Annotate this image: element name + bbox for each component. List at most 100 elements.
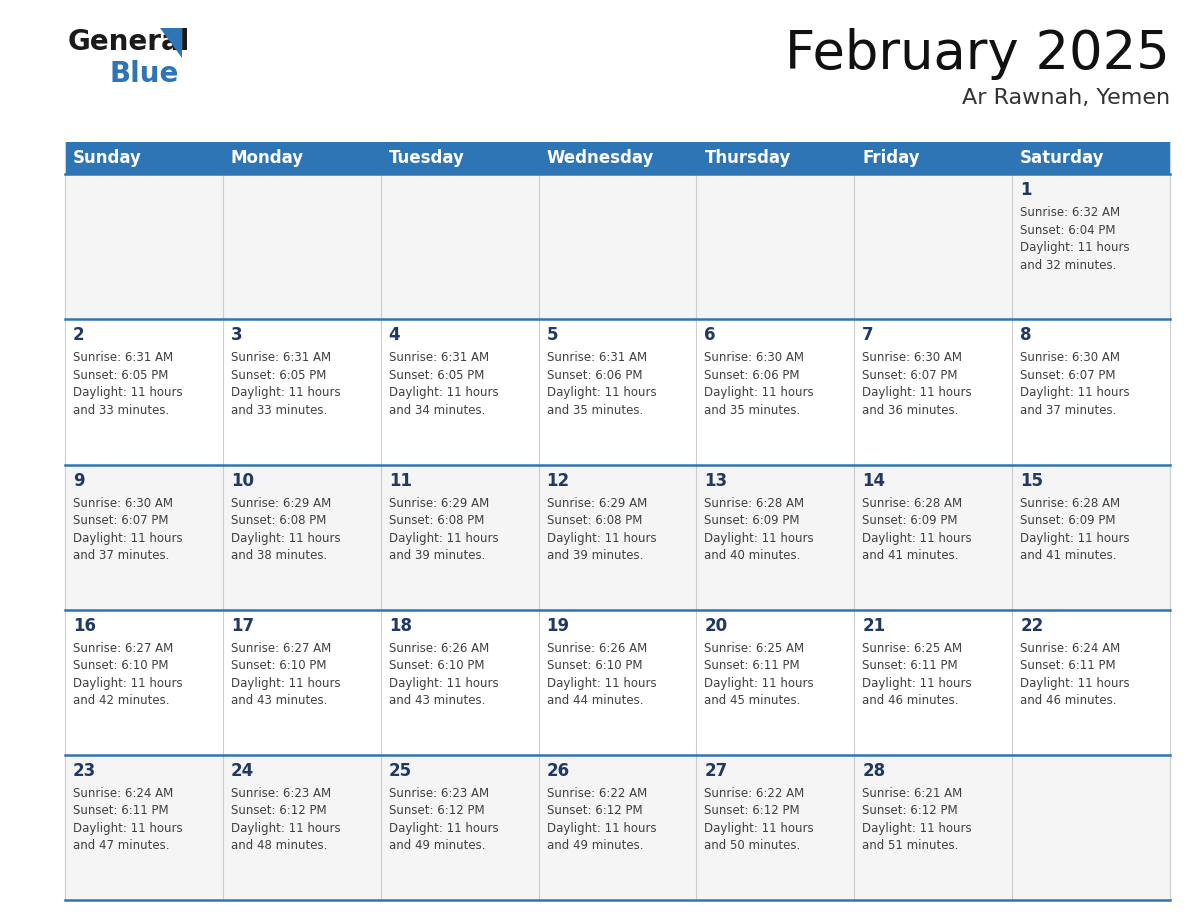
Text: Sunset: 6:10 PM: Sunset: 6:10 PM xyxy=(72,659,169,672)
Text: Sunset: 6:11 PM: Sunset: 6:11 PM xyxy=(1020,659,1116,672)
Text: Daylight: 11 hours: Daylight: 11 hours xyxy=(230,386,341,399)
Text: Sunset: 6:05 PM: Sunset: 6:05 PM xyxy=(388,369,484,382)
Text: Sunrise: 6:24 AM: Sunrise: 6:24 AM xyxy=(1020,642,1120,655)
Text: Sunrise: 6:22 AM: Sunrise: 6:22 AM xyxy=(704,787,804,800)
Text: Daylight: 11 hours: Daylight: 11 hours xyxy=(862,822,972,834)
Text: and 40 minutes.: and 40 minutes. xyxy=(704,549,801,562)
Text: Sunrise: 6:23 AM: Sunrise: 6:23 AM xyxy=(388,787,488,800)
Text: and 32 minutes.: and 32 minutes. xyxy=(1020,259,1117,272)
Text: and 49 minutes.: and 49 minutes. xyxy=(546,839,643,852)
Text: Sunrise: 6:29 AM: Sunrise: 6:29 AM xyxy=(230,497,331,509)
Text: Daylight: 11 hours: Daylight: 11 hours xyxy=(546,386,656,399)
Text: Sunset: 6:10 PM: Sunset: 6:10 PM xyxy=(546,659,642,672)
Text: and 45 minutes.: and 45 minutes. xyxy=(704,694,801,707)
Text: and 37 minutes.: and 37 minutes. xyxy=(1020,404,1117,417)
Text: Sunset: 6:06 PM: Sunset: 6:06 PM xyxy=(704,369,800,382)
Text: 14: 14 xyxy=(862,472,885,489)
Text: and 44 minutes.: and 44 minutes. xyxy=(546,694,643,707)
Text: and 46 minutes.: and 46 minutes. xyxy=(1020,694,1117,707)
Text: Sunrise: 6:28 AM: Sunrise: 6:28 AM xyxy=(862,497,962,509)
Text: 23: 23 xyxy=(72,762,96,780)
Text: and 50 minutes.: and 50 minutes. xyxy=(704,839,801,852)
Text: Sunrise: 6:23 AM: Sunrise: 6:23 AM xyxy=(230,787,331,800)
Text: and 36 minutes.: and 36 minutes. xyxy=(862,404,959,417)
Text: Daylight: 11 hours: Daylight: 11 hours xyxy=(704,386,814,399)
Text: 17: 17 xyxy=(230,617,254,634)
Text: Sunrise: 6:30 AM: Sunrise: 6:30 AM xyxy=(72,497,173,509)
Text: Sunset: 6:04 PM: Sunset: 6:04 PM xyxy=(1020,224,1116,237)
Text: Sunset: 6:07 PM: Sunset: 6:07 PM xyxy=(72,514,169,527)
Text: Sunrise: 6:21 AM: Sunrise: 6:21 AM xyxy=(862,787,962,800)
Text: Sunrise: 6:30 AM: Sunrise: 6:30 AM xyxy=(862,352,962,364)
Text: Daylight: 11 hours: Daylight: 11 hours xyxy=(230,532,341,544)
Text: Daylight: 11 hours: Daylight: 11 hours xyxy=(704,532,814,544)
Text: 6: 6 xyxy=(704,327,716,344)
Text: Daylight: 11 hours: Daylight: 11 hours xyxy=(388,532,498,544)
Text: and 39 minutes.: and 39 minutes. xyxy=(388,549,485,562)
Text: and 35 minutes.: and 35 minutes. xyxy=(546,404,643,417)
Text: Daylight: 11 hours: Daylight: 11 hours xyxy=(862,532,972,544)
Text: Sunset: 6:05 PM: Sunset: 6:05 PM xyxy=(72,369,169,382)
Text: and 38 minutes.: and 38 minutes. xyxy=(230,549,327,562)
Text: Sunrise: 6:28 AM: Sunrise: 6:28 AM xyxy=(1020,497,1120,509)
Text: 21: 21 xyxy=(862,617,885,634)
Text: and 49 minutes.: and 49 minutes. xyxy=(388,839,485,852)
Text: 15: 15 xyxy=(1020,472,1043,489)
Text: 20: 20 xyxy=(704,617,727,634)
Text: Sunset: 6:06 PM: Sunset: 6:06 PM xyxy=(546,369,642,382)
Text: Daylight: 11 hours: Daylight: 11 hours xyxy=(1020,241,1130,254)
Text: Sunrise: 6:29 AM: Sunrise: 6:29 AM xyxy=(546,497,646,509)
Text: Sunset: 6:12 PM: Sunset: 6:12 PM xyxy=(546,804,643,817)
Text: Sunset: 6:09 PM: Sunset: 6:09 PM xyxy=(1020,514,1116,527)
Text: Sunset: 6:12 PM: Sunset: 6:12 PM xyxy=(704,804,800,817)
Text: Thursday: Thursday xyxy=(704,150,791,167)
Bar xyxy=(65,142,1170,174)
Text: Daylight: 11 hours: Daylight: 11 hours xyxy=(72,532,183,544)
Text: Sunset: 6:12 PM: Sunset: 6:12 PM xyxy=(862,804,958,817)
Text: Ar Rawnah, Yemen: Ar Rawnah, Yemen xyxy=(962,88,1170,108)
Text: Sunset: 6:05 PM: Sunset: 6:05 PM xyxy=(230,369,327,382)
Text: 16: 16 xyxy=(72,617,96,634)
Text: Sunset: 6:07 PM: Sunset: 6:07 PM xyxy=(1020,369,1116,382)
Text: Daylight: 11 hours: Daylight: 11 hours xyxy=(388,677,498,689)
Text: Daylight: 11 hours: Daylight: 11 hours xyxy=(704,822,814,834)
Text: Sunset: 6:12 PM: Sunset: 6:12 PM xyxy=(388,804,485,817)
Text: Tuesday: Tuesday xyxy=(388,150,465,167)
Text: 4: 4 xyxy=(388,327,400,344)
Text: 18: 18 xyxy=(388,617,412,634)
Text: Sunset: 6:09 PM: Sunset: 6:09 PM xyxy=(862,514,958,527)
Bar xyxy=(65,319,1170,465)
Text: Daylight: 11 hours: Daylight: 11 hours xyxy=(388,386,498,399)
Text: Wednesday: Wednesday xyxy=(546,150,653,167)
Text: Sunrise: 6:27 AM: Sunrise: 6:27 AM xyxy=(230,642,331,655)
Text: Monday: Monday xyxy=(230,150,304,167)
Text: Daylight: 11 hours: Daylight: 11 hours xyxy=(230,822,341,834)
Bar xyxy=(65,174,1170,319)
Text: Sunrise: 6:22 AM: Sunrise: 6:22 AM xyxy=(546,787,646,800)
Bar xyxy=(65,755,1170,900)
Text: Daylight: 11 hours: Daylight: 11 hours xyxy=(72,677,183,689)
Text: Sunday: Sunday xyxy=(72,150,141,167)
Text: 27: 27 xyxy=(704,762,728,780)
Text: Daylight: 11 hours: Daylight: 11 hours xyxy=(1020,677,1130,689)
Text: and 35 minutes.: and 35 minutes. xyxy=(704,404,801,417)
Text: and 41 minutes.: and 41 minutes. xyxy=(862,549,959,562)
Text: Sunset: 6:07 PM: Sunset: 6:07 PM xyxy=(862,369,958,382)
Text: Daylight: 11 hours: Daylight: 11 hours xyxy=(704,677,814,689)
Text: Sunrise: 6:26 AM: Sunrise: 6:26 AM xyxy=(388,642,489,655)
Text: Daylight: 11 hours: Daylight: 11 hours xyxy=(72,822,183,834)
Text: Daylight: 11 hours: Daylight: 11 hours xyxy=(862,677,972,689)
Text: and 43 minutes.: and 43 minutes. xyxy=(230,694,327,707)
Text: and 33 minutes.: and 33 minutes. xyxy=(72,404,169,417)
Text: and 48 minutes.: and 48 minutes. xyxy=(230,839,327,852)
Text: 26: 26 xyxy=(546,762,570,780)
Text: Daylight: 11 hours: Daylight: 11 hours xyxy=(1020,532,1130,544)
Text: 22: 22 xyxy=(1020,617,1043,634)
Text: Sunrise: 6:24 AM: Sunrise: 6:24 AM xyxy=(72,787,173,800)
Text: Sunrise: 6:32 AM: Sunrise: 6:32 AM xyxy=(1020,207,1120,219)
Text: Daylight: 11 hours: Daylight: 11 hours xyxy=(862,386,972,399)
Text: Sunrise: 6:27 AM: Sunrise: 6:27 AM xyxy=(72,642,173,655)
Text: February 2025: February 2025 xyxy=(785,28,1170,80)
Text: 10: 10 xyxy=(230,472,254,489)
Text: Sunset: 6:08 PM: Sunset: 6:08 PM xyxy=(388,514,484,527)
